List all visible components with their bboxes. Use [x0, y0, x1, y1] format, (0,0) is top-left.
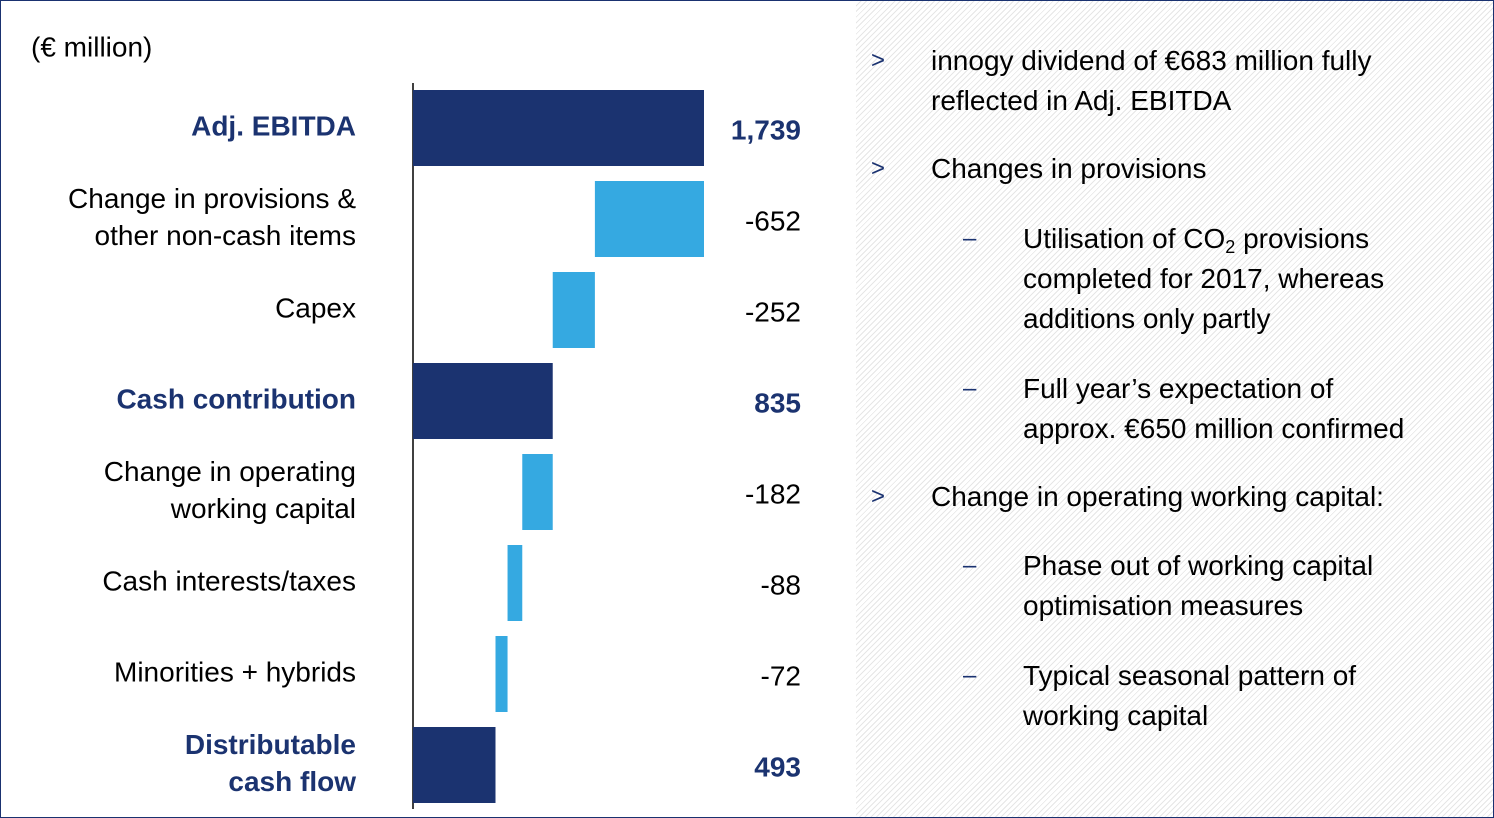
note-text: working capital [1023, 700, 1209, 731]
category-label: Capex [275, 292, 356, 323]
note-subitem: Typical seasonal pattern of working capit… [1023, 656, 1356, 736]
category-label: Change in provisions & [68, 183, 356, 214]
category-label: Minorities + hybrids [114, 656, 356, 687]
note-subitem: Full year’s expectation of approx. €650 m… [1023, 369, 1404, 449]
note-text: innogy dividend of €683 million fully [931, 45, 1372, 76]
note-text: additions only partly [1023, 303, 1271, 334]
bar [413, 727, 496, 803]
note-line: reflected in Adj. EBITDA [931, 81, 1372, 121]
notes-panel [856, 1, 1493, 817]
note-text: provisions [1235, 223, 1370, 254]
sub-bullet-marker: – [963, 552, 977, 579]
category-label: Adj. EBITDA [191, 110, 356, 141]
value-label: -88 [761, 569, 801, 600]
note-subitem: Utilisation of CO2 provisions completed f… [1023, 219, 1384, 339]
bar [413, 90, 704, 166]
bullet-marker: > [871, 155, 886, 182]
note-text: Changes in provisions [931, 153, 1207, 184]
bar [507, 545, 523, 621]
value-label: -72 [761, 660, 801, 691]
bullet-marker: > [871, 47, 886, 74]
sub-bullet-marker: – [963, 375, 977, 402]
value-label: 493 [754, 751, 801, 782]
note-line: Phase out of working capital [1023, 546, 1373, 586]
note-line: working capital [1023, 696, 1356, 736]
value-label: 835 [754, 387, 801, 418]
note-line: Utilisation of CO2 provisions [1023, 219, 1384, 259]
value-label: -182 [745, 478, 801, 509]
note-line: completed for 2017, whereas [1023, 259, 1384, 299]
note-text: Full year’s expectation of [1023, 373, 1334, 404]
category-label: Cash contribution [116, 383, 356, 414]
note-line: Typical seasonal pattern of [1023, 656, 1356, 696]
note-text: approx. €650 million confirmed [1023, 413, 1405, 444]
note-item: Changes in provisions [931, 149, 1207, 189]
bar [594, 181, 704, 257]
note-text: reflected in Adj. EBITDA [931, 85, 1232, 116]
note-text: Phase out of working capital [1023, 550, 1374, 581]
note-text: completed for 2017, whereas [1023, 263, 1385, 294]
category-label: working capital [170, 493, 356, 524]
value-label: -252 [745, 296, 801, 327]
note-line: approx. €650 million confirmed [1023, 409, 1404, 449]
note-line: optimisation measures [1023, 586, 1373, 626]
bar [552, 272, 595, 348]
note-line: Full year’s expectation of [1023, 369, 1404, 409]
sub-bullet-marker: – [963, 225, 977, 252]
note-item: Change in operating working capital: [931, 477, 1384, 517]
note-line: Change in operating working capital: [931, 477, 1384, 517]
note-text: Typical seasonal pattern of [1023, 660, 1357, 691]
value-label: -652 [745, 205, 801, 236]
note-line: additions only partly [1023, 299, 1384, 339]
category-label: cash flow [228, 766, 356, 797]
bar [522, 454, 553, 530]
category-label: Change in operating [104, 456, 356, 487]
category-label: Cash interests/taxes [102, 565, 356, 596]
note-text: optimisation measures [1023, 590, 1304, 621]
note-text: Utilisation of CO [1023, 223, 1226, 254]
unit-label: (€ million) [31, 31, 152, 62]
category-label: Distributable [185, 729, 356, 760]
note-subitem: Phase out of working capital optimisation… [1023, 546, 1373, 626]
bar [413, 363, 553, 439]
note-item: innogy dividend of €683 million fully ref… [931, 41, 1372, 121]
bar [495, 636, 508, 712]
note-text: Change in operating working capital: [931, 481, 1384, 512]
sub-bullet-marker: – [963, 662, 977, 689]
note-line: Changes in provisions [931, 149, 1207, 189]
note-line: innogy dividend of €683 million fully [931, 41, 1372, 81]
value-label: 1,739 [731, 114, 801, 145]
note-text: 2 [1225, 237, 1236, 257]
bullet-marker: > [871, 483, 886, 510]
category-label: other non-cash items [95, 220, 356, 251]
